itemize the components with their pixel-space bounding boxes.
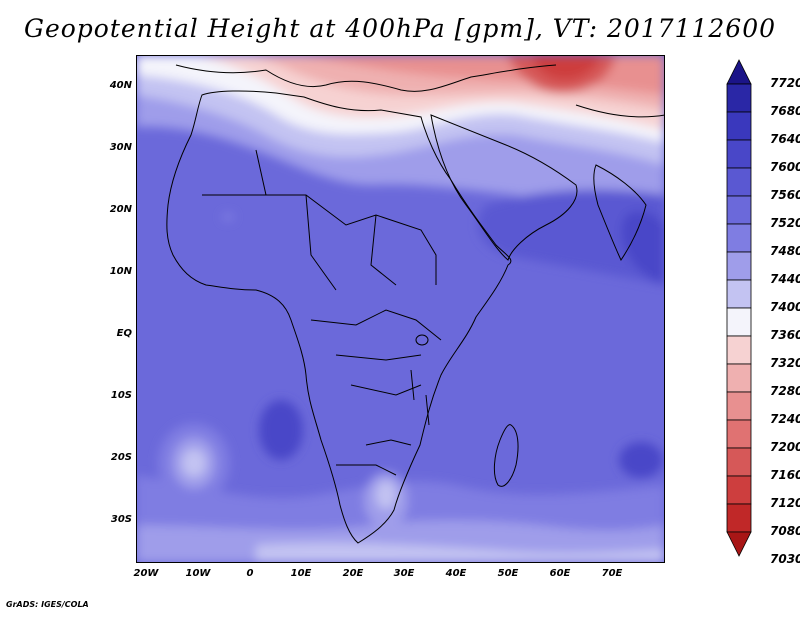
band-7400-south: [256, 542, 665, 563]
colorbar-swatch: [726, 139, 752, 169]
lake-victoria: [415, 334, 429, 346]
arabia-outline: [430, 114, 578, 261]
southern-borders: [336, 439, 412, 476]
colorbar-swatch: [726, 83, 752, 113]
colorbar-label: 7400: [770, 300, 800, 314]
band-atlantic-high-core: [182, 449, 206, 477]
europe-coast: [175, 64, 557, 92]
band-indian-blob: [619, 442, 663, 478]
india-outline: [593, 164, 647, 262]
lat-label-eq: EQ: [116, 328, 132, 339]
lon-label-40e: 40E: [445, 568, 467, 579]
lon-label-70e: 70E: [601, 568, 623, 579]
colorbar-label: 7030: [770, 552, 800, 566]
colorbar-label: 7480: [770, 244, 800, 258]
map-frame: [136, 55, 665, 563]
band-7120: [531, 55, 601, 80]
colorbar-swatch: [726, 223, 752, 253]
colorbar-label: 7360: [770, 328, 800, 342]
lat-label-30n: 30N: [109, 142, 132, 153]
colorbar-label: 7720: [770, 76, 800, 90]
colorbar-label: 7160: [770, 468, 800, 482]
sahara-borders: [255, 149, 397, 291]
map-panel: [136, 55, 665, 563]
colorbar-swatch: [726, 335, 752, 365]
rift-lakes: [410, 369, 430, 426]
lat-label-40n: 40N: [109, 80, 132, 91]
colorbar-label: 7240: [770, 412, 800, 426]
colorbar-label: 7600: [770, 160, 800, 174]
colorbar-swatch: [726, 503, 752, 533]
lat-label-10s: 10S: [110, 390, 132, 401]
chart-title: Geopotential Height at 400hPa [gpm], VT:…: [23, 14, 777, 43]
lat-label-10n: 10N: [109, 266, 132, 277]
colorbar-swatch: [726, 307, 752, 337]
colorbar-swatch: [726, 279, 752, 309]
band-7600-north: [621, 210, 665, 285]
lat-label-20s: 20S: [110, 452, 132, 463]
colorbar-swatches: [726, 59, 752, 557]
colorbar-swatch: [726, 195, 752, 225]
lon-label-20e: 20E: [342, 568, 364, 579]
colorbar-label: 7200: [770, 440, 800, 454]
lat-label-20n: 20N: [109, 204, 132, 215]
colorbar-swatch: [726, 167, 752, 197]
lon-label-0: 0: [246, 568, 254, 579]
colorbar-swatch-top: [726, 59, 752, 85]
colorbar-label: 7680: [770, 104, 800, 118]
colorbar: [726, 59, 752, 557]
colorbar-swatch: [726, 419, 752, 449]
colorbar-label: 7560: [770, 188, 800, 202]
contour-bands: [136, 55, 665, 563]
colorbar-swatch-bottom: [726, 531, 752, 557]
madagascar-outline: [493, 424, 519, 487]
lat-label-30s: 30S: [110, 514, 132, 525]
lon-label-60e: 60E: [549, 568, 571, 579]
colorbar-swatch: [726, 391, 752, 421]
coastlines: [166, 64, 665, 544]
colorbar-label: 7640: [770, 132, 800, 146]
colorbar-label: 7120: [770, 496, 800, 510]
lon-label-10e: 10E: [290, 568, 312, 579]
lon-label-20w: 20W: [133, 568, 159, 579]
lon-label-30e: 30E: [393, 568, 415, 579]
colorbar-swatch: [726, 447, 752, 477]
credit-text: GrADS: IGES/COLA: [6, 600, 89, 609]
colorbar-label: 7440: [770, 272, 800, 286]
band-angola-blob: [259, 400, 303, 460]
colorbar-label: 7320: [770, 356, 800, 370]
asia-border: [575, 104, 665, 118]
band-sahara-speck: [222, 213, 234, 221]
colorbar-swatch: [726, 251, 752, 281]
geopotential-map: [136, 55, 665, 563]
colorbar-label: 7080: [770, 524, 800, 538]
colorbar-label: 7520: [770, 216, 800, 230]
band-south-africa-low-core: [376, 481, 396, 509]
colorbar-swatch: [726, 475, 752, 505]
colorbar-swatch: [726, 111, 752, 141]
lon-label-10w: 10W: [185, 568, 211, 579]
lon-label-50e: 50E: [497, 568, 519, 579]
band-7560-north: [477, 189, 665, 285]
colorbar-label: 7280: [770, 384, 800, 398]
colorbar-swatch: [726, 363, 752, 393]
